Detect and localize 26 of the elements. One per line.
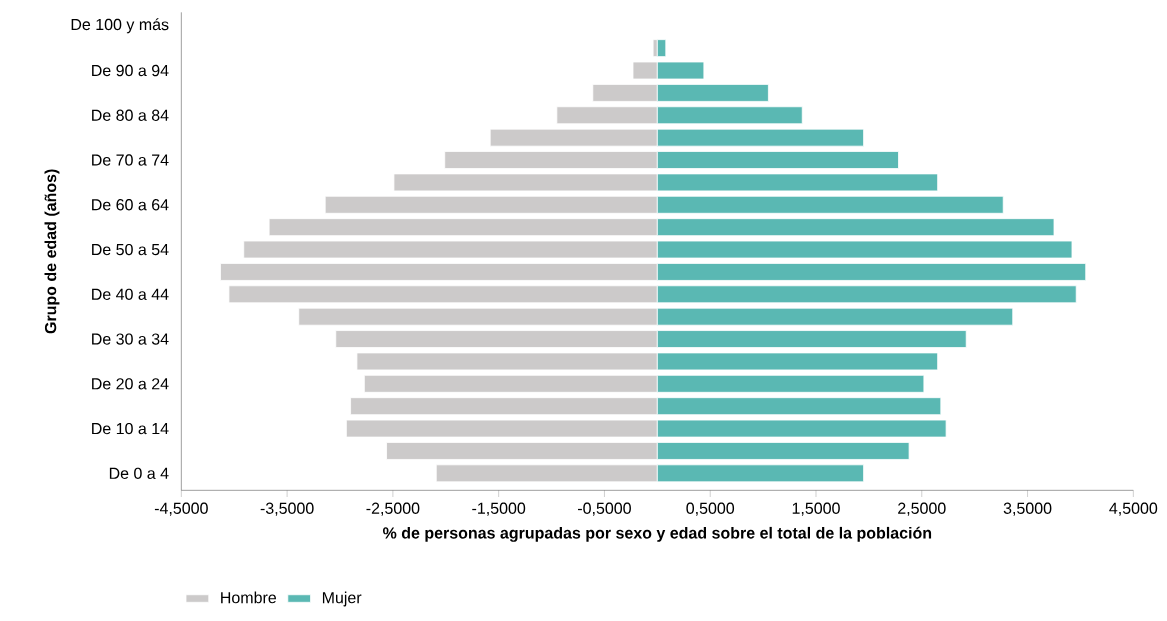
x-tick-label: -4,5000 <box>154 502 208 516</box>
y-tick-label: De 60 a 64 <box>92 199 169 211</box>
x-tick-label: -1,5000 <box>472 502 526 516</box>
y-tick-label: De 100 y más <box>71 18 169 34</box>
x-tick-label: -2,5000 <box>366 502 420 516</box>
y-tick-label: De 20 a 24 <box>92 378 169 390</box>
y-tick-label: De 10 a 14 <box>92 422 169 435</box>
y-tick-label: De 50 a 54 <box>92 243 169 256</box>
legend-label: Hombre <box>221 591 277 604</box>
x-tick-label: -3,5000 <box>260 502 314 516</box>
y-tick-label: De 30 a 34 <box>92 333 169 345</box>
y-tick-label: De 80 a 84 <box>92 109 169 121</box>
x-tick-label: 1,5000 <box>792 502 840 516</box>
bar <box>656 39 667 58</box>
y-tick-label: De 70 a 74 <box>92 154 169 166</box>
x-tick-label: 2,5000 <box>898 502 946 516</box>
y-axis-title: Grupo de edad (años) <box>44 169 60 334</box>
y-tick-label: De 40 a 44 <box>92 288 169 300</box>
y-tick-label: De 0 a 4 <box>109 467 169 479</box>
x-tick-label: -0,5000 <box>578 502 631 516</box>
y-tick-label: De 90 a 94 <box>92 64 169 77</box>
x-axis-title: % de personas agrupadas por sexo y edad sobre el total de la población <box>382 526 932 542</box>
legend-label: Mujer <box>322 591 362 607</box>
x-tick-label: 0,5000 <box>686 502 735 516</box>
x-tick-label: 4,5000 <box>1109 502 1158 516</box>
x-tick-label: 3,5000 <box>1003 502 1052 516</box>
